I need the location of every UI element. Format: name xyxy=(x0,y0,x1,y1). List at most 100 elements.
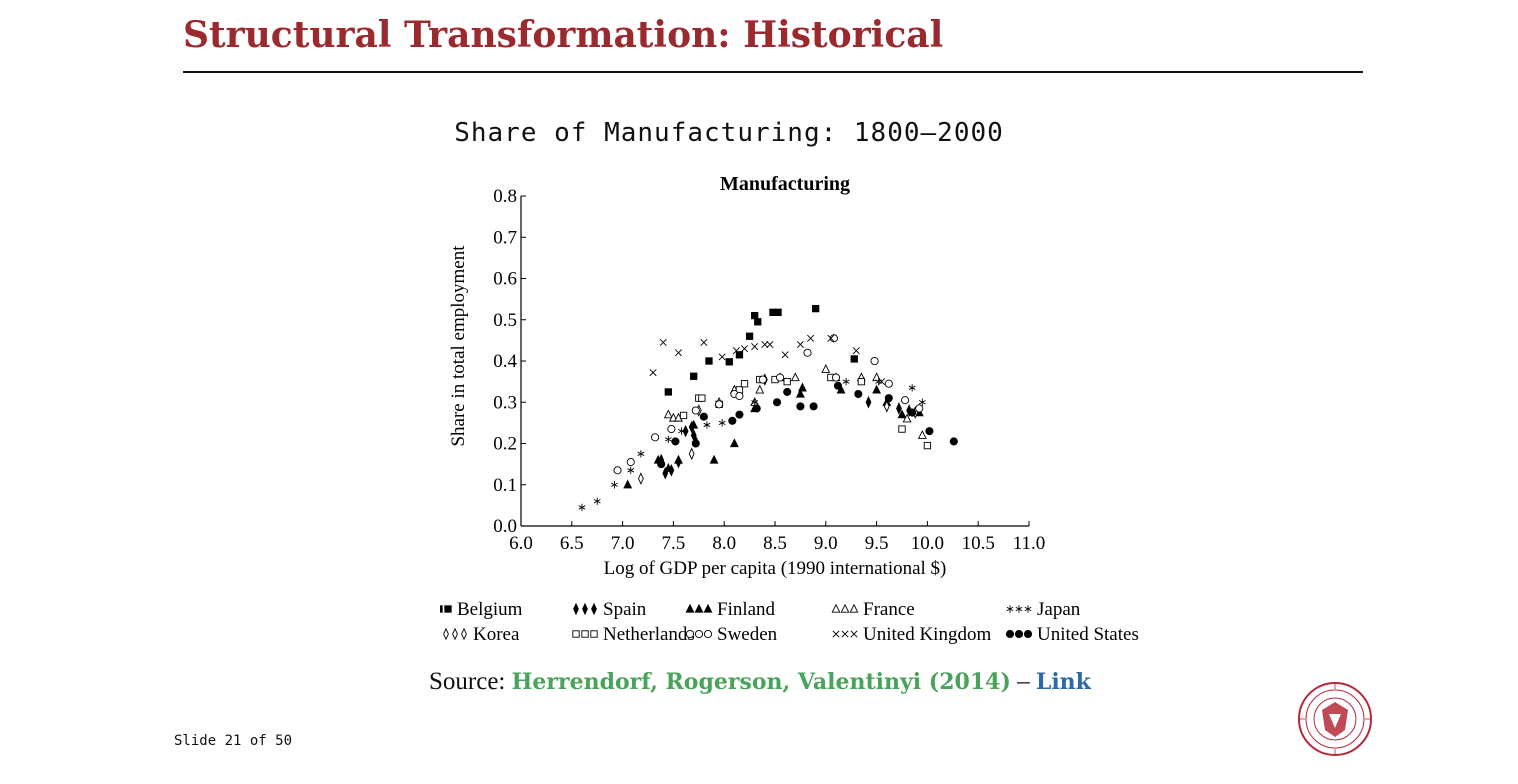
point-united-states xyxy=(854,389,863,399)
slide-counter: Slide 21 of 50 xyxy=(174,733,293,749)
point-netherlands xyxy=(783,377,791,386)
x-tick-label: 9.0 xyxy=(814,533,838,554)
point-japan xyxy=(908,384,916,392)
point-belgium xyxy=(774,308,782,316)
point-netherlands xyxy=(679,411,688,420)
paper-link[interactable]: Link xyxy=(1035,669,1091,695)
legend-marker-finland xyxy=(694,603,704,613)
y-axis-label: Share in total employment xyxy=(448,245,469,447)
legend-marker-japan xyxy=(1006,605,1014,613)
legend-marker-sweden xyxy=(703,629,713,639)
point-finland xyxy=(795,388,805,398)
point-japan xyxy=(578,503,586,512)
point-united-kingdom xyxy=(649,369,657,377)
point-finland xyxy=(897,409,907,419)
point-belgium xyxy=(745,332,754,340)
point-sweden xyxy=(613,466,622,475)
point-sweden xyxy=(831,373,841,382)
point-finland xyxy=(623,479,633,489)
point-sweden xyxy=(915,404,924,413)
chart-subtitle: Share of Manufacturing: 1800–2000 xyxy=(0,118,1518,148)
point-finland xyxy=(798,382,807,392)
legend-marker-united-states xyxy=(1014,629,1024,639)
point-sweden xyxy=(884,379,893,388)
point-belgium xyxy=(735,351,744,359)
point-finland xyxy=(709,454,719,464)
legend-marker-united-kingdom xyxy=(850,630,858,638)
point-france xyxy=(917,430,927,439)
point-sweden xyxy=(870,356,879,366)
point-belgium xyxy=(664,388,672,396)
chart-axes: Manufacturing 6.0 6.5 7.0 7.5 8.0 8.5 9.0 9.5 10.… xyxy=(448,173,1045,579)
point-spain xyxy=(865,395,872,409)
point-united-kingdom xyxy=(852,347,860,355)
point-united-states xyxy=(796,402,805,411)
legend-marker-netherlands xyxy=(581,630,589,638)
chart-legend: Belgium Spain Finland France Japan Korea Nethe… xyxy=(440,599,1139,645)
point-japan xyxy=(751,398,759,406)
point-sweden xyxy=(651,433,660,442)
point-japan xyxy=(703,421,711,429)
legend-item-united-states: United States xyxy=(1005,624,1139,645)
legend-marker-spain xyxy=(591,602,597,616)
y-tick-label: 0.1 xyxy=(493,475,517,496)
point-united-kingdom xyxy=(766,340,774,349)
point-sweden xyxy=(900,396,910,405)
legend-item-united-kingdom: United Kingdom xyxy=(832,624,991,645)
point-sweden xyxy=(626,458,635,467)
point-korea xyxy=(883,400,890,413)
scatter-chart: Manufacturing 6.0 6.5 7.0 7.5 8.0 8.5 9.0 9.5 10.… xyxy=(440,173,1139,645)
point-united-states xyxy=(833,381,843,390)
legend-marker-united-states xyxy=(1005,629,1015,639)
point-united-kingdom xyxy=(796,340,804,349)
x-tick-label: 10.0 xyxy=(911,533,944,554)
point-united-kingdom xyxy=(732,347,740,355)
y-tick-label: 0.2 xyxy=(493,434,517,455)
point-sweden xyxy=(776,373,785,382)
slide-title: Structural Transformation: Historical xyxy=(183,14,944,56)
legend-marker-finland xyxy=(703,603,713,613)
point-finland xyxy=(689,419,699,429)
point-united-kingdom xyxy=(807,334,815,342)
legend-label-korea: Korea xyxy=(473,624,520,645)
legend-label-united-states: United States xyxy=(1037,624,1139,645)
legend-item-belgium: Belgium xyxy=(440,599,523,620)
x-tick-label: 8.5 xyxy=(763,533,787,554)
title-rule xyxy=(183,71,1363,73)
x-tick-label: 7.5 xyxy=(662,533,686,554)
point-japan xyxy=(664,435,672,444)
x-tick-label: 10.5 xyxy=(962,533,995,554)
legend-marker-finland xyxy=(685,603,695,613)
legend-marker-korea xyxy=(443,627,449,641)
source-label: Source: xyxy=(429,668,506,695)
citation-link[interactable]: Herrendorf, Rogerson, Valentinyi (2014) xyxy=(511,669,1011,695)
legend-marker-united-kingdom xyxy=(841,630,849,638)
legend-marker-spain xyxy=(582,602,588,616)
x-tick-label: 9.5 xyxy=(865,533,889,554)
y-tick-label: 0.6 xyxy=(493,269,517,290)
point-japan xyxy=(593,497,601,505)
y-tick-label: 0.8 xyxy=(493,186,517,207)
point-united-kingdom xyxy=(827,334,835,342)
point-belgium xyxy=(850,355,858,363)
point-japan xyxy=(718,419,726,427)
point-netherlands xyxy=(740,380,749,388)
point-united-states xyxy=(783,387,792,396)
point-netherlands xyxy=(898,425,906,433)
chart-title: Manufacturing xyxy=(720,173,850,195)
legend-marker-spain xyxy=(573,602,579,616)
legend-marker-sweden xyxy=(685,629,695,639)
legend-label-netherlands: Netherlands xyxy=(603,624,695,645)
point-netherlands xyxy=(857,377,866,386)
x-tick-label: 8.0 xyxy=(712,533,736,554)
point-united-kingdom xyxy=(761,340,769,349)
legend-label-japan: Japan xyxy=(1037,599,1081,620)
point-finland xyxy=(872,384,882,394)
legend-marker-japan xyxy=(1024,605,1032,613)
x-tick-label: 7.0 xyxy=(611,533,635,554)
point-united-states xyxy=(949,437,958,446)
legend-marker-france xyxy=(849,603,859,613)
university-seal-icon xyxy=(1298,682,1372,756)
y-tick-label: 0.0 xyxy=(493,516,517,537)
point-finland xyxy=(729,438,739,448)
